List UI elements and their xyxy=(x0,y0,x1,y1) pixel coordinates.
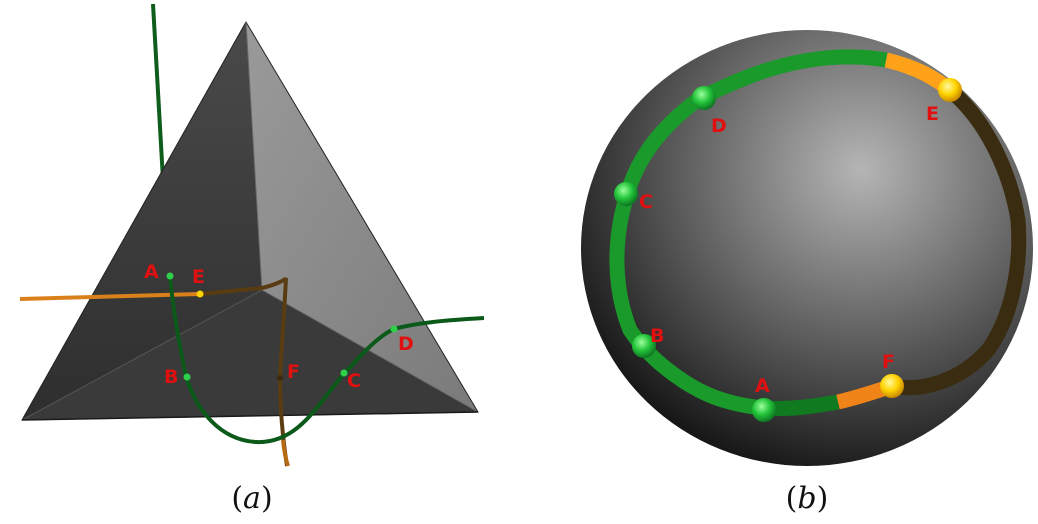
bead-b xyxy=(632,334,656,358)
tetra-edge xyxy=(245,21,263,291)
bead-a xyxy=(752,398,776,422)
bead-e xyxy=(938,78,962,102)
marker-a xyxy=(166,272,174,280)
marker-f xyxy=(277,375,283,381)
label-e: E xyxy=(192,266,205,288)
tetra-edge-bottom xyxy=(21,411,479,421)
dark-curve-center xyxy=(199,276,289,467)
label-c: C xyxy=(639,191,653,213)
label-b: B xyxy=(650,325,664,347)
marker-b xyxy=(183,373,191,381)
label-d: D xyxy=(398,333,414,355)
orange-curve-bottom xyxy=(281,439,290,467)
label-f: F xyxy=(882,351,895,373)
panel-b: D C B A E F xyxy=(581,30,1033,466)
caption-b: (b) xyxy=(786,481,829,516)
sphere xyxy=(581,30,1033,466)
label-a: A xyxy=(755,375,770,397)
label-d: D xyxy=(711,115,727,137)
marker-e xyxy=(196,290,204,298)
panel-a: A E B F C D xyxy=(19,3,485,467)
green-curve-lower xyxy=(168,274,485,445)
bead-c xyxy=(614,182,638,206)
tetra-bottom-face xyxy=(22,290,478,420)
label-f: F xyxy=(287,361,300,383)
marker-c xyxy=(340,369,348,377)
tetra-left-face xyxy=(22,22,262,420)
bead-f xyxy=(880,374,904,398)
tetra-edge xyxy=(21,289,263,421)
bead-d xyxy=(692,86,716,110)
label-a: A xyxy=(144,261,159,283)
tetra-edge xyxy=(261,289,479,413)
label-e: E xyxy=(926,103,939,125)
ring-dark-right xyxy=(890,86,1027,396)
label-c: C xyxy=(347,370,361,392)
caption-a: (a) xyxy=(231,481,272,516)
label-b: B xyxy=(164,366,178,388)
marker-d xyxy=(390,325,398,333)
